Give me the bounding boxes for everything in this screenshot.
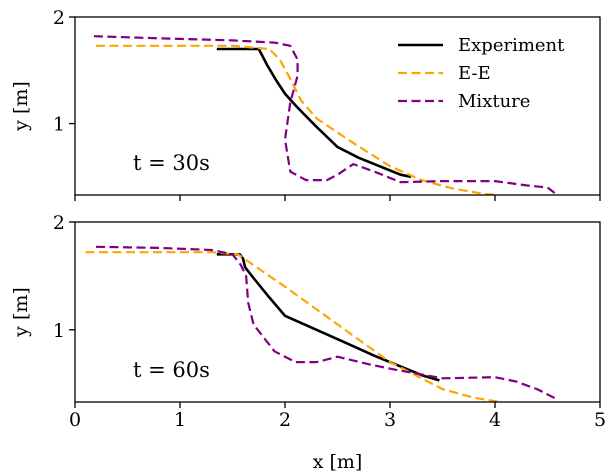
x-tick-label: 5 — [594, 409, 606, 431]
legend-label: Mixture — [458, 91, 530, 112]
y-axis-label: y [m] — [10, 287, 32, 338]
series-line-experiment — [216, 47, 412, 179]
x-tick-label: 1 — [174, 409, 186, 431]
legend-label: Experiment — [458, 35, 565, 56]
series-line-e-e — [85, 251, 501, 402]
panel-2: 0 1 2 3 4 5 1 2 y [m] x [m] t = 60s — [10, 212, 606, 473]
series-line-e-e — [96, 44, 498, 195]
y-tick-label: 2 — [53, 212, 65, 234]
legend: Experiment E-E Mixture — [398, 35, 565, 112]
panel-1: 1 2 y [m] t = 30s Experiment E-E Mixture — [10, 7, 601, 201]
series-line-mixture — [93, 35, 557, 195]
x-axis-label: x [m] — [313, 451, 363, 473]
x-tick-label: 2 — [279, 409, 291, 431]
legend-label: E-E — [458, 63, 491, 84]
series-line-mixture — [95, 245, 559, 401]
x-tick-label: 3 — [384, 409, 396, 431]
axes-frame — [74, 221, 601, 403]
axes-frame — [74, 16, 601, 196]
y-tick-label: 2 — [53, 7, 65, 29]
x-tick-label: 0 — [69, 409, 81, 431]
y-tick-label: 1 — [53, 114, 65, 136]
series-line-experiment — [216, 253, 440, 382]
x-tick-label: 4 — [489, 409, 501, 431]
y-axis-label: y [m] — [10, 81, 32, 132]
y-tick-label: 1 — [53, 320, 65, 342]
time-annotation: t = 60s — [133, 358, 210, 382]
time-annotation: t = 30s — [133, 151, 210, 175]
